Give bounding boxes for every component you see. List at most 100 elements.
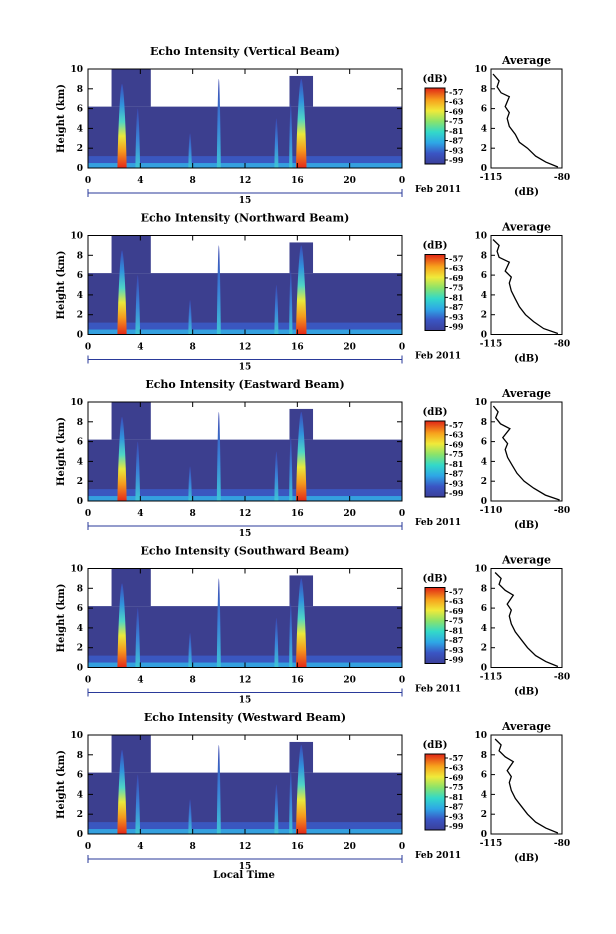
average-frame (490, 68, 563, 169)
echo-upper-block (111, 735, 151, 773)
y-axis-label: Height (km) (56, 584, 67, 653)
panel-title: Echo Intensity (Northward Beam) (141, 212, 350, 225)
x-tick-label: 0 (85, 676, 91, 686)
colorbar-tick-label: -63 (449, 763, 464, 773)
x-tick-label: 0 (399, 842, 405, 852)
y-tick-label: 2 (77, 144, 83, 154)
average-y-tick-label: 0 (481, 164, 487, 174)
y-tick-label: 8 (77, 418, 83, 428)
x-tick-label: 0 (399, 343, 405, 353)
echo-upper-block (111, 568, 151, 607)
average-title: Average (501, 221, 551, 234)
echo-surface-layer (88, 322, 402, 335)
average-frame (490, 401, 563, 502)
echo-plume (289, 436, 293, 501)
y-axis-label: Height (km) (56, 251, 67, 320)
average-y-tick-label: 8 (481, 251, 487, 261)
average-x-tick-label: -80 (554, 173, 570, 183)
y-tick-label: 0 (77, 497, 83, 507)
echo-plume (117, 416, 127, 501)
echo-plume (296, 578, 307, 668)
y-tick-label: 4 (77, 291, 83, 301)
colorbar-tick-label: -93 (449, 811, 464, 821)
colorbar-title: (dB) (423, 241, 448, 252)
average-x-tick-label: -115 (480, 839, 503, 849)
y-tick-label: 8 (77, 251, 83, 261)
x-tick-label: 12 (239, 676, 252, 686)
average-x-label: (dB) (514, 187, 539, 198)
x-tick-label: 12 (239, 842, 252, 852)
panel-title: Echo Intensity (Southward Beam) (141, 545, 350, 558)
colorbar-tick-label: -63 (449, 263, 464, 273)
colorbar-title: (dB) (423, 407, 448, 418)
colorbar-tick-label: -93 (449, 145, 464, 155)
colorbar-tick-label: -81 (449, 792, 463, 802)
echo-plume (135, 441, 141, 501)
average-title: Average (501, 54, 551, 67)
colorbar-tick-label: -57 (449, 87, 463, 97)
day-label: 15 (239, 363, 252, 373)
colorbar (424, 420, 446, 498)
echo-plume (188, 799, 192, 834)
y-tick-label: 2 (77, 810, 83, 820)
echo-plume (117, 83, 127, 168)
average-x-tick-label: -80 (554, 506, 570, 516)
echo-plume (289, 270, 293, 335)
y-axis-label: Height (km) (56, 750, 67, 819)
colorbar-tick-label: -57 (449, 753, 463, 763)
x-tick-label: 8 (190, 176, 196, 186)
colorbar-tick-label: -99 (449, 655, 464, 665)
colorbar-tick-label: -57 (449, 587, 463, 597)
x-tick-label: 0 (399, 676, 405, 686)
average-frame (490, 235, 563, 335)
colorbar-tick-label: -93 (449, 312, 464, 322)
colorbar-tick-label: -57 (449, 420, 463, 430)
x-tick-label: 20 (343, 509, 356, 519)
colorbar-title: (dB) (423, 740, 448, 751)
panel-title: Echo Intensity (Eastward Beam) (145, 378, 344, 391)
y-tick-label: 4 (77, 124, 83, 134)
y-tick-label: 0 (77, 830, 83, 840)
x-tick-label: 8 (190, 343, 196, 353)
average-y-tick-label: 8 (481, 584, 487, 594)
echo-plume (135, 608, 141, 668)
y-tick-label: 6 (77, 771, 83, 781)
echo-plume (274, 285, 279, 335)
average-profile-line (492, 405, 560, 501)
colorbar-tick-label: -63 (449, 97, 464, 107)
echo-plume (274, 618, 279, 668)
y-tick-label: 6 (77, 105, 83, 115)
average-y-tick-label: 10 (474, 565, 487, 575)
average-y-tick-label: 10 (474, 731, 487, 741)
echo-plume (117, 583, 127, 668)
panel-title: Echo Intensity (Vertical Beam) (150, 45, 340, 58)
echo-plume (188, 133, 192, 168)
y-tick-label: 4 (77, 624, 83, 634)
average-y-tick-label: 6 (481, 604, 487, 614)
panel-3: Echo Intensity (Eastward Beam)0246810Hei… (56, 378, 570, 539)
x-tick-label: 20 (343, 176, 356, 186)
echo-plume (289, 103, 293, 168)
y-tick-label: 8 (77, 85, 83, 95)
y-tick-label: 4 (77, 457, 83, 467)
colorbar-tick-label: -75 (449, 616, 463, 626)
date-label: Feb 2011 (415, 352, 461, 362)
x-tick-label: 4 (137, 343, 143, 353)
echo-surface-layer (88, 489, 402, 501)
day-label: 15 (239, 529, 252, 539)
x-tick-label: 20 (343, 676, 356, 686)
average-y-tick-label: 0 (481, 497, 487, 507)
x-tick-label: 0 (85, 176, 91, 186)
average-y-tick-label: 2 (481, 144, 487, 154)
echo-plume (296, 744, 307, 834)
average-x-label: (dB) (514, 520, 539, 531)
average-title: Average (501, 387, 551, 400)
colorbar-title: (dB) (423, 74, 448, 85)
average-x-tick-label: -115 (480, 173, 503, 183)
y-axis-label: Height (km) (56, 417, 67, 486)
average-y-tick-label: 8 (481, 85, 487, 95)
echo-plume (216, 578, 221, 668)
average-x-tick-label: -80 (554, 839, 570, 849)
average-y-tick-label: 6 (481, 771, 487, 781)
y-tick-label: 6 (77, 604, 83, 614)
